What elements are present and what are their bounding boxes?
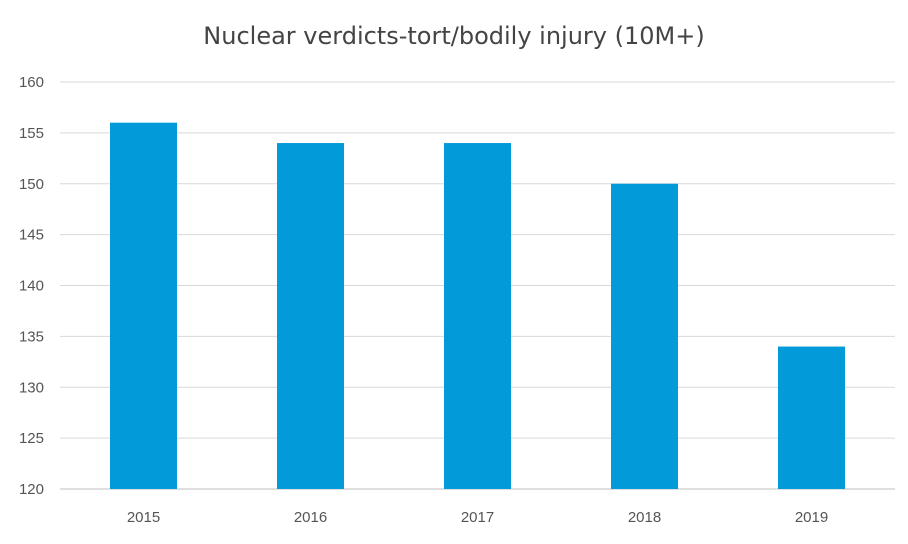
bar-2019 [778, 346, 845, 489]
x-tick-label: 2018 [628, 509, 661, 526]
y-tick-label: 120 [19, 481, 44, 498]
chart-title: Nuclear verdicts-tort/bodily injury (10M… [203, 22, 705, 50]
y-tick-label: 150 [19, 176, 44, 193]
y-tick-label: 155 [19, 125, 44, 142]
x-tick-label: 2015 [127, 509, 160, 526]
y-tick-label: 135 [19, 328, 44, 345]
bar-2017 [444, 143, 511, 490]
y-tick-label: 160 [19, 74, 44, 91]
y-tick-label: 125 [19, 430, 44, 447]
bar-2016 [277, 143, 344, 490]
y-tick-label: 140 [19, 278, 44, 295]
x-tick-label: 2017 [461, 509, 494, 526]
y-tick-label: 130 [19, 379, 44, 396]
bar-2015 [110, 122, 177, 489]
x-tick-label: 2016 [294, 509, 327, 526]
y-tick-label: 145 [19, 227, 44, 244]
bar-2018 [611, 183, 678, 489]
x-tick-label: 2019 [795, 509, 828, 526]
